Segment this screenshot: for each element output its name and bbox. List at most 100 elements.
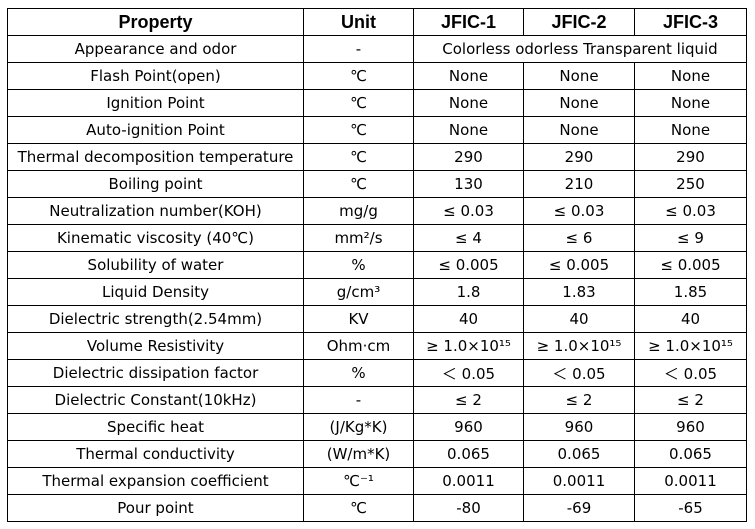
table-cell: 290	[634, 143, 747, 171]
table-cell: ≤ 0.005	[413, 251, 524, 279]
table-cell: g/cm³	[303, 278, 414, 306]
table-body: Appearance and odor - Colorless odorless T…	[7, 35, 747, 522]
table-cell: ＜ 0.05	[413, 359, 524, 387]
table-cell: None	[413, 62, 524, 90]
table-cell: Neutralization number(KOH)	[7, 197, 304, 225]
table-cell: -65	[634, 494, 747, 522]
table-cell: ≥ 1.0×10¹⁵	[634, 332, 747, 360]
table-cell: 250	[634, 170, 747, 198]
table-cell: (W/m*K)	[303, 440, 414, 468]
header-cell: Unit	[303, 8, 414, 36]
table-cell: None	[523, 62, 635, 90]
table-row: Specific heat (J/Kg*K) 960 960 960	[7, 413, 747, 441]
table-row: Boiling point ℃ 130 210 250	[7, 170, 747, 198]
table-cell: Dielectric dissipation factor	[7, 359, 304, 387]
table-cell: 0.065	[634, 440, 747, 468]
table-cell: Thermal conductivity	[7, 440, 304, 468]
table-row: Flash Point(open) ℃ None None None	[7, 62, 747, 90]
table-cell: ≤ 2	[413, 386, 524, 414]
table-row: Pour point ℃ -80 -69 -65	[7, 494, 747, 522]
table-cell: %	[303, 359, 414, 387]
header-row: Property Unit JFIC-1 JFIC-2 JFIC-3	[7, 8, 747, 36]
table-row: Ignition Point ℃ None None None	[7, 89, 747, 117]
property-table: Property Unit JFIC-1 JFIC-2 JFIC-3 Appearanc…	[7, 8, 747, 522]
table-cell: Thermal expansion coefficient	[7, 467, 304, 495]
table-row: Dielectric strength(2.54mm) KV 40 40 40	[7, 305, 747, 333]
table-cell: ℃	[303, 116, 414, 144]
table-cell: ℃	[303, 89, 414, 117]
table-cell: 0.0011	[523, 467, 635, 495]
table-cell: -	[303, 386, 414, 414]
table-cell: ≤ 2	[523, 386, 635, 414]
table-cell: None	[634, 116, 747, 144]
table-row: Liquid Density g/cm³ 1.8 1.83 1.85	[7, 278, 747, 306]
table-cell: Flash Point(open)	[7, 62, 304, 90]
table-cell: None	[413, 89, 524, 117]
table-cell: ℃	[303, 170, 414, 198]
table-cell: Pour point	[7, 494, 304, 522]
table-cell: 960	[523, 413, 635, 441]
table-cell: -	[303, 35, 414, 63]
table-cell: Thermal decomposition temperature	[7, 143, 304, 171]
table-row: Appearance and odor - Colorless odorless T…	[7, 35, 747, 63]
table-cell: 290	[413, 143, 524, 171]
table-cell: 0.065	[413, 440, 524, 468]
table-row: Thermal expansion coefficient ℃⁻¹ 0.0011 0.…	[7, 467, 747, 495]
table-cell: Liquid Density	[7, 278, 304, 306]
table-cell: ＜ 0.05	[523, 359, 635, 387]
table-cell: ＜ 0.05	[634, 359, 747, 387]
table-row: Volume Resistivity Ohm·cm ≥ 1.0×10¹⁵ ≥ 1.0×…	[7, 332, 747, 360]
table-cell: None	[523, 116, 635, 144]
table-cell: 0.0011	[413, 467, 524, 495]
table-cell: ≤ 9	[634, 224, 747, 252]
table-cell: Appearance and odor	[7, 35, 304, 63]
table-cell: 130	[413, 170, 524, 198]
table-cell: ℃	[303, 494, 414, 522]
table-cell: ≤ 0.005	[634, 251, 747, 279]
table-cell: (J/Kg*K)	[303, 413, 414, 441]
table-cell: -80	[413, 494, 524, 522]
table-cell: mg/g	[303, 197, 414, 225]
table-cell: mm²/s	[303, 224, 414, 252]
table-cell: ≥ 1.0×10¹⁵	[523, 332, 635, 360]
header-cell: JFIC-3	[634, 8, 747, 36]
table-row: Dielectric Constant(10kHz) - ≤ 2 ≤ 2 ≤ 2	[7, 386, 747, 414]
table-cell: ℃	[303, 62, 414, 90]
table-cell: ≤ 0.03	[413, 197, 524, 225]
table-row: Dielectric dissipation factor% ＜ 0.05 ＜ 0.…	[7, 359, 747, 387]
table-cell: 40	[413, 305, 524, 333]
table-row: Auto-ignition Point ℃ None None None	[7, 116, 747, 144]
table-cell: Kinematic viscosity (40℃)	[7, 224, 304, 252]
table-cell: ≤ 0.03	[634, 197, 747, 225]
table-cell: Ignition Point	[7, 89, 304, 117]
table-cell: Dielectric strength(2.54mm)	[7, 305, 304, 333]
table-cell: ≤ 0.005	[523, 251, 635, 279]
table-row: Kinematic viscosity (40℃) mm²/s ≤ 4 ≤ 6 ≤ 9	[7, 224, 747, 252]
table-cell: 1.85	[634, 278, 747, 306]
table-cell: 0.065	[523, 440, 635, 468]
header-cell: Property	[7, 8, 304, 36]
table-row: Solubility of water% ≤ 0.005 ≤ 0.005 ≤ 0.00…	[7, 251, 747, 279]
table-cell: Auto-ignition Point	[7, 116, 304, 144]
table-cell: 40	[523, 305, 635, 333]
table-cell: ≤ 6	[523, 224, 635, 252]
table-cell: ≤ 0.03	[523, 197, 635, 225]
table-cell: ≤ 2	[634, 386, 747, 414]
table-cell: 1.8	[413, 278, 524, 306]
table-cell: 0.0011	[634, 467, 747, 495]
table-cell: Dielectric Constant(10kHz)	[7, 386, 304, 414]
table-cell: Ohm·cm	[303, 332, 414, 360]
table-cell: -69	[523, 494, 635, 522]
table-row: Thermal decomposition temperature ℃ 290 290…	[7, 143, 747, 171]
table-cell: 290	[523, 143, 635, 171]
table-cell: 40	[634, 305, 747, 333]
table-cell: 1.83	[523, 278, 635, 306]
header-cell: JFIC-1	[413, 8, 524, 36]
table-cell: 960	[634, 413, 747, 441]
table-row: Neutralization number(KOH) mg/g ≤ 0.03 ≤ 0.…	[7, 197, 747, 225]
table-cell: ≥ 1.0×10¹⁵	[413, 332, 524, 360]
table-cell: Specific heat	[7, 413, 304, 441]
table-cell: Boiling point	[7, 170, 304, 198]
table-cell: None	[413, 116, 524, 144]
